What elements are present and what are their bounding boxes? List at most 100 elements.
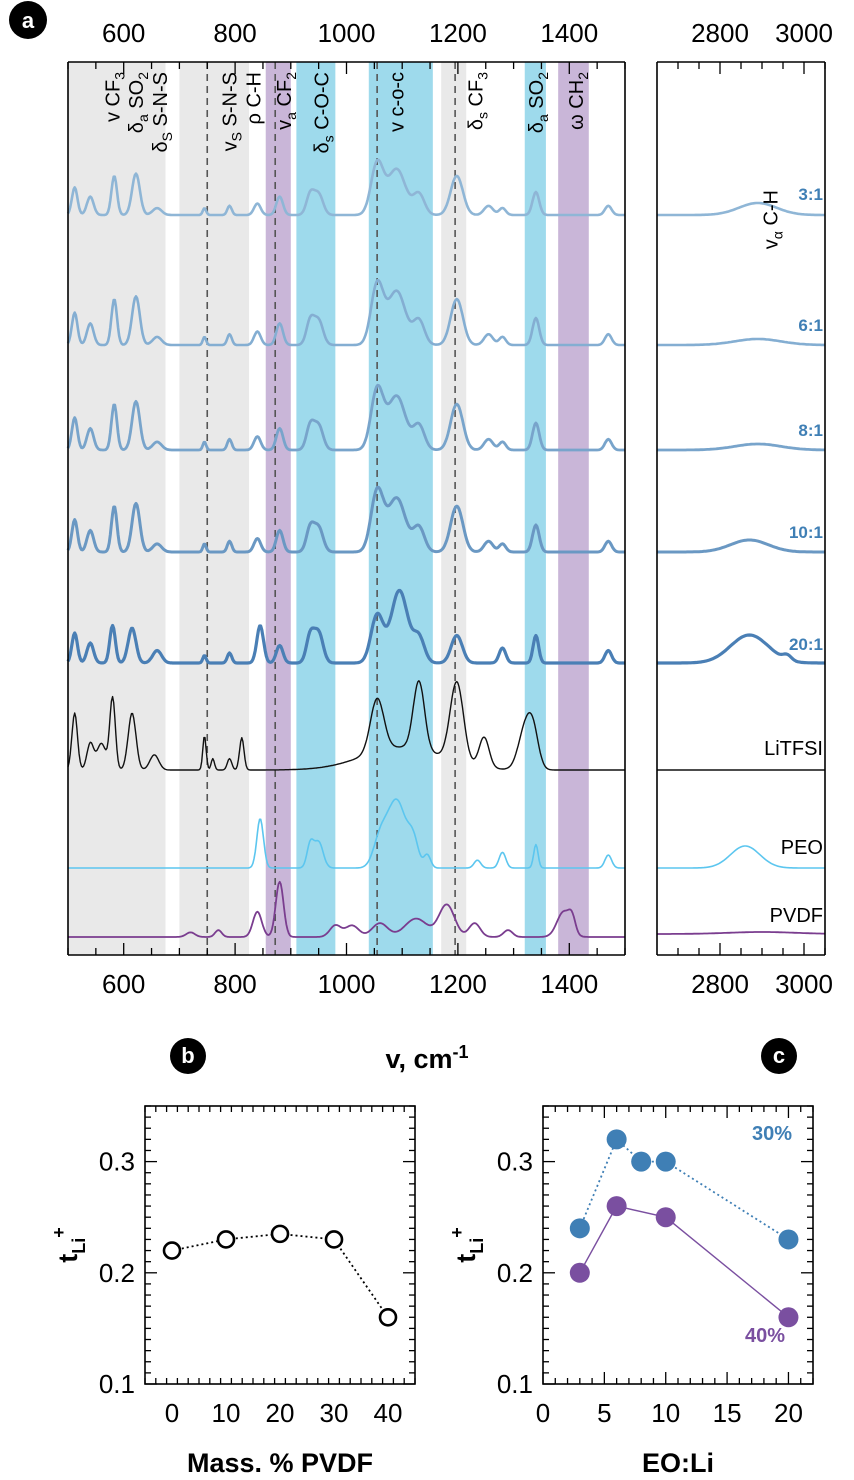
top-tick-label: 1400 bbox=[540, 18, 598, 48]
top-tick-label: 800 bbox=[213, 18, 256, 48]
spectrum-ch-PVDF bbox=[657, 931, 826, 935]
shaded-region-5 bbox=[296, 62, 336, 955]
data-point bbox=[324, 1230, 344, 1249]
x-tick-label: 15 bbox=[713, 1398, 742, 1428]
bottom-tick-label: 1200 bbox=[429, 969, 487, 999]
series-label-8to1: 8:1 bbox=[798, 421, 823, 440]
spectrum-20to1 bbox=[66, 588, 626, 665]
x-tick-label: 20 bbox=[774, 1398, 803, 1428]
x-axis-title: Mass. % PVDF bbox=[187, 1448, 373, 1478]
top-tick-label: 600 bbox=[102, 18, 145, 48]
data-point bbox=[655, 1151, 676, 1172]
band-label-3: vS S-N-S bbox=[220, 72, 245, 151]
band-label-5: va CF2 bbox=[274, 72, 299, 130]
bottom-tick-label-ch: 2800 bbox=[691, 969, 749, 999]
band-label-0: v CF3 bbox=[103, 72, 128, 122]
top-tick-label: 1200 bbox=[429, 18, 487, 48]
x-tick-label: 5 bbox=[597, 1398, 611, 1428]
spectrum-ch-PEO bbox=[657, 845, 825, 869]
data-point bbox=[162, 1241, 182, 1260]
panel-c-badge bbox=[761, 1038, 797, 1074]
band-label-6: δs C-O-C bbox=[311, 72, 336, 153]
plot-frame bbox=[144, 1105, 416, 1385]
series-label-3to1: 3:1 bbox=[798, 185, 823, 204]
spectra bbox=[66, 158, 826, 938]
spectrum-LiTFSI bbox=[67, 680, 625, 771]
band-label-2: δS S-N-S bbox=[150, 72, 175, 152]
x-tick-label: 0 bbox=[536, 1398, 550, 1428]
spectrum-PVDF bbox=[68, 880, 625, 938]
spectrum-ch-6to1 bbox=[657, 337, 825, 347]
data-point bbox=[778, 1307, 799, 1328]
series-label-PVDF: PVDF bbox=[770, 905, 823, 927]
spectrum-ch-20to1 bbox=[657, 633, 825, 665]
shaded-region-6 bbox=[368, 62, 433, 955]
data-point bbox=[655, 1207, 676, 1228]
data-point bbox=[606, 1129, 627, 1150]
series-label-PEO: PEO bbox=[781, 837, 823, 859]
panel-a-axes: 600 600 800 800 1000 1000 1200 1200 1400 1400 2800… bbox=[67, 18, 833, 999]
panel-a-letter: a bbox=[22, 8, 35, 33]
data-point bbox=[270, 1224, 290, 1244]
panel-a: 600 600 800 800 1000 1000 1200 1200 1400 1400 2800… bbox=[9, 1, 833, 1074]
top-tick-label-ch: 2800 bbox=[691, 18, 749, 48]
band-label-4: ρ C-H bbox=[243, 72, 265, 124]
x-tick-label: 0 bbox=[165, 1398, 179, 1428]
spectrum-6to1 bbox=[66, 278, 626, 347]
y-axis-title: tLi+ bbox=[447, 1227, 487, 1263]
data-point bbox=[569, 1218, 590, 1239]
data-point bbox=[606, 1196, 627, 1217]
top-tick-label-ch: 3000 bbox=[775, 18, 833, 48]
band-label-10: ω CH2 bbox=[566, 72, 591, 130]
series-line-0 bbox=[578, 1137, 789, 1241]
panel-b-badge bbox=[170, 1038, 206, 1074]
shaded-region-4 bbox=[558, 62, 589, 955]
shaded-region-7 bbox=[524, 62, 546, 955]
shaded-region-1 bbox=[179, 62, 250, 955]
spectrum-ch-8to1 bbox=[657, 442, 825, 452]
data-point bbox=[569, 1262, 590, 1283]
series-name-1: 40% bbox=[745, 1325, 785, 1347]
spectrum-8to1 bbox=[66, 383, 626, 452]
data-point bbox=[378, 1307, 398, 1327]
data-point bbox=[631, 1151, 652, 1172]
series-label-6to1: 6:1 bbox=[798, 316, 823, 335]
panel-b-letter: b bbox=[181, 1043, 194, 1068]
series-labels: 3:1 6:1 8:1 10:1 20:1 LiTFSI PEO PVDF bbox=[764, 185, 823, 927]
band-label-1: δa SO2 bbox=[126, 72, 151, 133]
spectrum-ch-3to1 bbox=[657, 201, 825, 217]
series-label-20to1: 20:1 bbox=[789, 635, 823, 654]
bottom-tick-label: 1400 bbox=[540, 969, 598, 999]
spectrum-PEO bbox=[68, 798, 625, 869]
panel-a-badge bbox=[9, 1, 47, 39]
spectrum-3to1 bbox=[66, 158, 626, 217]
panel-a-xlabel: v, cm-1 bbox=[385, 1042, 468, 1074]
spectrum-10to1 bbox=[66, 485, 626, 554]
y-axis-title: tLi+ bbox=[49, 1227, 89, 1263]
series-name-0: 30% bbox=[752, 1123, 792, 1145]
series-line-1 bbox=[579, 1205, 789, 1318]
y-tick-label: 0.1 bbox=[497, 1369, 533, 1399]
bottom-tick-label: 600 bbox=[102, 969, 145, 999]
shaded-region-3 bbox=[265, 62, 291, 955]
panel-c-letter: c bbox=[773, 1043, 785, 1068]
bottom-tick-label: 1000 bbox=[318, 969, 376, 999]
data-point bbox=[216, 1230, 236, 1249]
y-tick-label: 0.1 bbox=[99, 1369, 135, 1399]
y-tick-label: 0.3 bbox=[99, 1147, 135, 1177]
y-tick-label: 0.2 bbox=[497, 1258, 533, 1288]
bottom-tick-label: 800 bbox=[213, 969, 256, 999]
x-tick-label: 10 bbox=[212, 1398, 241, 1428]
series-label-10to1: 10:1 bbox=[789, 523, 823, 542]
band-label-9: δa SO2 bbox=[526, 72, 551, 133]
y-tick-label: 0.2 bbox=[99, 1258, 135, 1288]
series-label-LiTFSI: LiTFSI bbox=[764, 738, 823, 760]
band-label-8: δs CF3 bbox=[466, 72, 491, 130]
data-point bbox=[778, 1229, 799, 1250]
band-label-7: v c-o-c bbox=[387, 72, 409, 132]
panel-c: 0 5 10 15 20 0.1 0.2 0.3 EO:Li tLi+ c 30% 40% bbox=[447, 1038, 814, 1478]
panel-b: 0 10 20 30 40 0.1 0.2 0.3 Mass. % PVDF tLi+ b bbox=[49, 1038, 416, 1478]
bottom-tick-label-ch: 3000 bbox=[775, 969, 833, 999]
